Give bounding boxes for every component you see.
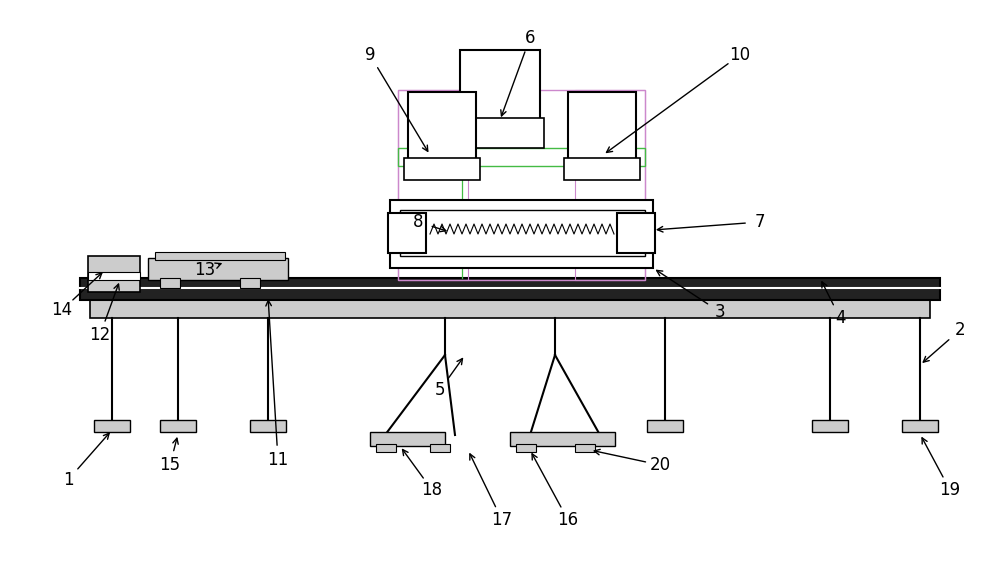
Bar xyxy=(408,92,476,160)
Bar xyxy=(430,444,450,452)
Text: 3: 3 xyxy=(715,303,725,321)
Bar xyxy=(510,432,615,446)
Text: 6: 6 xyxy=(525,29,535,47)
Text: 20: 20 xyxy=(649,456,671,474)
Bar xyxy=(80,278,940,300)
Text: 19: 19 xyxy=(939,481,961,499)
Bar xyxy=(575,444,595,452)
Bar xyxy=(370,432,445,446)
Bar xyxy=(240,278,260,288)
Bar xyxy=(398,90,645,280)
Text: 12: 12 xyxy=(89,326,111,344)
Bar xyxy=(88,272,140,280)
Bar xyxy=(400,210,645,256)
Text: 1: 1 xyxy=(63,471,73,489)
Bar xyxy=(568,92,636,160)
Text: 2: 2 xyxy=(955,321,965,339)
Bar xyxy=(390,200,653,268)
Bar xyxy=(575,90,645,280)
Bar xyxy=(376,444,396,452)
Text: 5: 5 xyxy=(435,381,445,399)
Bar xyxy=(516,444,536,452)
Text: 4: 4 xyxy=(835,309,845,327)
Text: 11: 11 xyxy=(267,451,289,469)
Bar xyxy=(90,300,930,318)
Bar xyxy=(564,158,640,180)
Text: 17: 17 xyxy=(491,511,513,529)
Bar xyxy=(456,118,544,148)
Bar xyxy=(902,420,938,432)
Text: 10: 10 xyxy=(729,46,751,64)
Text: 15: 15 xyxy=(159,456,181,474)
Text: 9: 9 xyxy=(365,46,375,64)
Text: 14: 14 xyxy=(51,301,73,319)
Bar xyxy=(160,420,196,432)
Bar xyxy=(94,420,130,432)
Text: 13: 13 xyxy=(194,261,216,279)
Text: 16: 16 xyxy=(557,511,579,529)
Bar xyxy=(617,213,655,253)
Bar xyxy=(460,50,540,120)
Bar xyxy=(647,420,683,432)
Bar xyxy=(404,158,480,180)
Bar xyxy=(148,258,288,280)
Bar xyxy=(250,420,286,432)
Text: 18: 18 xyxy=(421,481,443,499)
Bar xyxy=(398,148,645,166)
Bar xyxy=(388,213,426,253)
Bar xyxy=(812,420,848,432)
Text: 7: 7 xyxy=(755,213,765,231)
Bar xyxy=(155,252,285,260)
Bar xyxy=(398,90,468,280)
Bar xyxy=(160,278,180,288)
Bar xyxy=(88,256,140,292)
Text: 8: 8 xyxy=(413,213,423,231)
